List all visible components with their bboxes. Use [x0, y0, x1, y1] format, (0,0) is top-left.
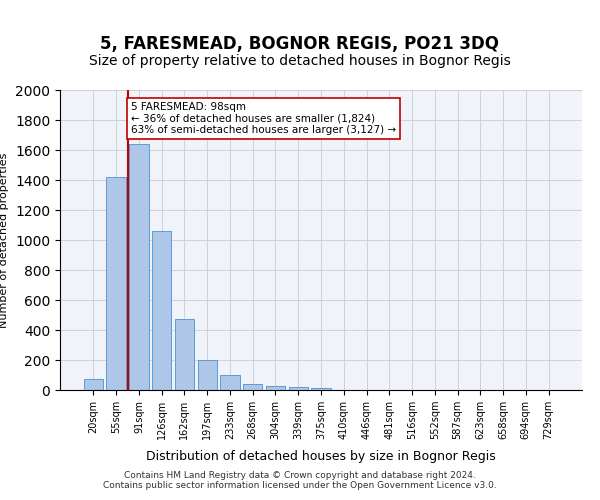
Bar	[311, 388, 331, 390]
X-axis label: Distribution of detached houses by size in Bognor Regis: Distribution of detached houses by size …	[146, 450, 496, 464]
Bar	[152, 231, 172, 390]
Y-axis label: Number of detached properties: Number of detached properties	[0, 152, 10, 328]
Bar	[175, 319, 194, 390]
Text: 5 FARESMEAD: 98sqm
← 36% of detached houses are smaller (1,824)
63% of semi-deta: 5 FARESMEAD: 98sqm ← 36% of detached hou…	[131, 102, 396, 135]
Bar	[106, 177, 126, 390]
Text: 5, FARESMEAD, BOGNOR REGIS, PO21 3DQ: 5, FARESMEAD, BOGNOR REGIS, PO21 3DQ	[101, 34, 499, 52]
Bar	[266, 386, 285, 390]
Text: Size of property relative to detached houses in Bognor Regis: Size of property relative to detached ho…	[89, 54, 511, 68]
Bar	[243, 384, 262, 390]
Bar	[129, 144, 149, 390]
Bar	[289, 387, 308, 390]
Bar	[220, 375, 239, 390]
Bar	[84, 379, 103, 390]
Bar	[197, 360, 217, 390]
Text: Contains HM Land Registry data © Crown copyright and database right 2024.
Contai: Contains HM Land Registry data © Crown c…	[103, 470, 497, 490]
